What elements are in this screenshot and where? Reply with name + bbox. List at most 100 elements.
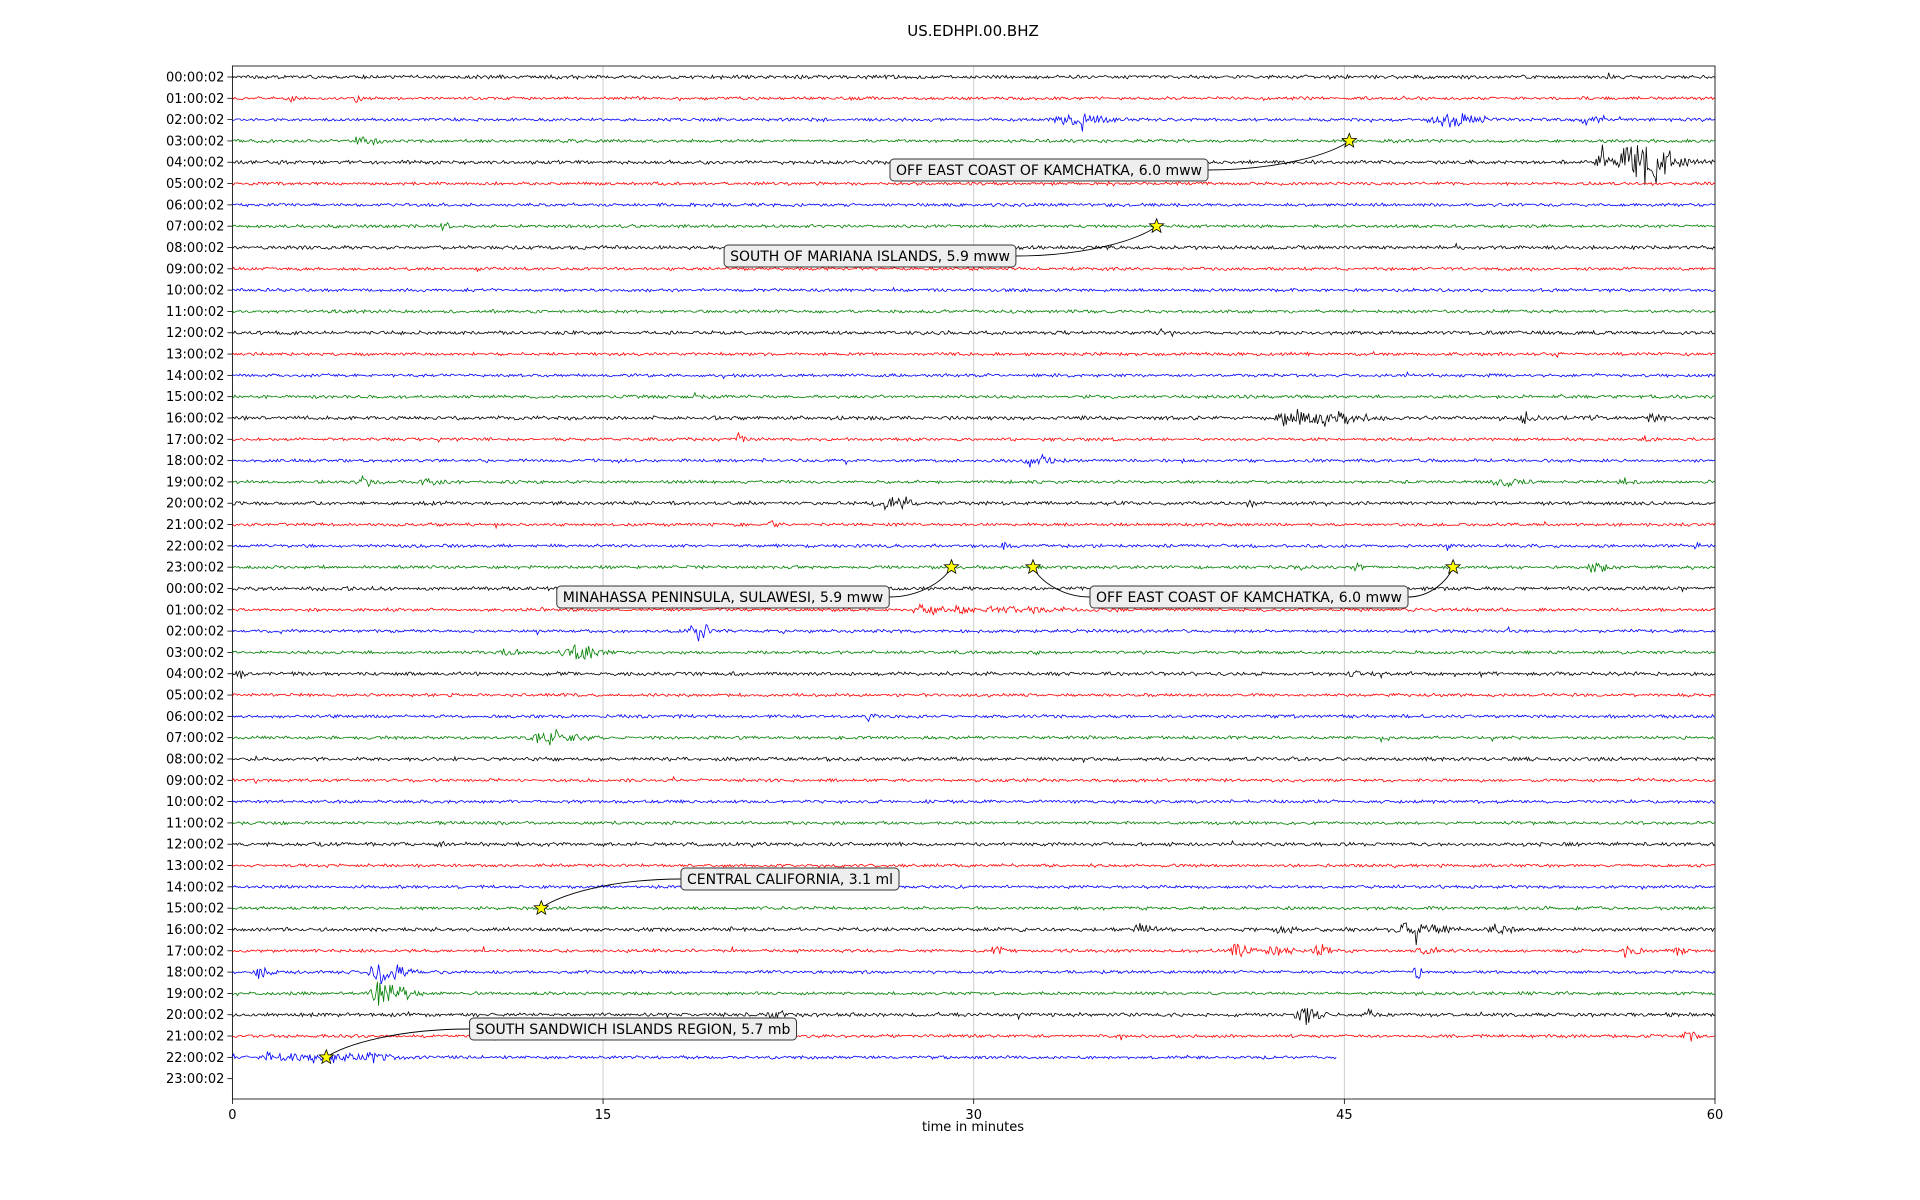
seismogram-trace <box>232 474 1715 488</box>
seismogram-trace <box>232 798 1715 805</box>
y-tick-label: 02:00:02 <box>166 113 224 128</box>
y-tick-label: 02:00:02 <box>166 625 224 640</box>
y-tick-label: 22:00:02 <box>166 539 224 554</box>
event-label: CENTRAL CALIFORNIA, 3.1 ml <box>687 872 893 888</box>
event-label: MINAHASSA PENINSULA, SULAWESI, 5.9 mww <box>563 590 883 606</box>
y-tick-label: 05:00:02 <box>166 689 224 704</box>
seismogram-trace <box>232 884 1716 891</box>
y-tick-label: 03:00:02 <box>166 134 224 149</box>
y-tick-label: 12:00:02 <box>166 838 224 853</box>
seismogram-trace <box>232 94 1715 104</box>
seismogram-trace <box>232 72 1716 81</box>
event-star-icon <box>1341 132 1358 148</box>
seismogram-trace <box>232 496 1716 511</box>
gridlines <box>231 65 1716 1100</box>
seismogram-trace <box>232 408 1716 427</box>
y-tick-label: 05:00:02 <box>166 177 224 192</box>
seismogram-trace <box>232 692 1716 698</box>
event-label-box <box>469 1017 798 1041</box>
y-tick-label: 03:00:02 <box>166 646 224 661</box>
plot-title: US.EDHPI.00.BHZ <box>907 22 1039 40</box>
y-tick-label: 07:00:02 <box>166 220 224 235</box>
seismogram-trace <box>232 221 1716 232</box>
y-tick-label: 14:00:02 <box>166 880 224 895</box>
event-label: SOUTH OF MARIANA ISLANDS, 5.9 mww <box>730 249 1010 265</box>
seismogram-trace <box>232 670 1715 680</box>
seismogram-trace <box>232 136 1716 146</box>
y-tick-label: 20:00:02 <box>166 1008 224 1023</box>
y-tick-label: 08:00:02 <box>166 752 224 767</box>
y-tick-label: 17:00:02 <box>166 944 224 959</box>
y-tick-label: 16:00:02 <box>166 411 224 426</box>
y-tick-label: 18:00:02 <box>166 454 224 469</box>
x-tick-label: 60 <box>1707 1108 1724 1123</box>
seismogram-trace <box>232 981 1715 1006</box>
seismogram-trace <box>232 327 1715 338</box>
y-tick-label: 15:00:02 <box>166 390 224 405</box>
x-axis-label: time in minutes <box>922 1120 1024 1135</box>
seismogram-trace <box>232 905 1716 911</box>
y-tick-label: 21:00:02 <box>166 1030 224 1045</box>
y-tick-label: 06:00:02 <box>166 198 224 213</box>
y-tick-label: 13:00:02 <box>166 348 224 363</box>
event-star-icon <box>1444 558 1462 575</box>
event-connector-line <box>540 878 681 909</box>
seismogram-trace <box>232 755 1716 764</box>
seismogram-trace <box>232 943 1716 958</box>
seismogram-trace <box>232 431 1716 443</box>
seismogram-trace <box>232 286 1716 293</box>
x-axis: 0 15 30 45 60 <box>228 1099 1723 1123</box>
y-tick-label: 12:00:02 <box>166 326 224 341</box>
seismogram-trace <box>232 713 1716 723</box>
seismogram-trace <box>232 371 1716 380</box>
seismogram-trace <box>232 453 1716 468</box>
event-label-box <box>1089 585 1409 609</box>
y-tick-label: 10:00:02 <box>166 795 224 810</box>
y-tick-label: 04:00:02 <box>166 156 224 171</box>
event-connector-line <box>1408 567 1454 598</box>
event-connector-line <box>1015 225 1157 257</box>
seismogram-trace <box>232 862 1715 869</box>
event-star-icon <box>943 558 960 575</box>
seismogram-trace <box>232 350 1715 359</box>
seismogram-trace <box>232 643 1716 661</box>
y-tick-label: 01:00:02 <box>166 92 224 107</box>
seismogram-trace <box>232 585 1715 593</box>
seismogram-trace <box>232 112 1716 132</box>
seismogram-trace <box>232 623 1716 642</box>
y-tick-label: 15:00:02 <box>166 902 224 917</box>
y-tick-label: 06:00:02 <box>166 710 224 725</box>
y-tick-label: 17:00:02 <box>166 433 224 448</box>
seismogram-trace <box>232 922 1715 946</box>
event-connector-line <box>326 1028 470 1058</box>
y-tick-label: 22:00:02 <box>166 1051 224 1066</box>
seismogram-trace <box>232 1008 1715 1026</box>
seismogram-trace <box>232 728 1715 746</box>
y-tick-label: 04:00:02 <box>166 667 224 682</box>
y-tick-label: 19:00:02 <box>166 987 224 1002</box>
y-tick-label: 08:00:02 <box>166 241 224 256</box>
y-tick-label: 13:00:02 <box>166 859 224 874</box>
y-tick-label: 18:00:02 <box>166 966 224 981</box>
seismogram-trace <box>232 202 1716 208</box>
seismogram-trace <box>232 820 1715 826</box>
y-tick-label: 07:00:02 <box>166 731 224 746</box>
y-tick-label: 20:00:02 <box>166 497 224 512</box>
x-tick-label: 30 <box>965 1108 982 1123</box>
seismogram-trace <box>232 520 1716 530</box>
event-label: OFF EAST COAST OF KAMCHATKA, 6.0 mww <box>1096 590 1402 606</box>
x-tick-label: 15 <box>595 1108 612 1123</box>
x-tick-label: 0 <box>228 1108 236 1123</box>
y-tick-label: 19:00:02 <box>166 475 224 490</box>
event-label: OFF EAST COAST OF KAMCHATKA, 6.0 mww <box>896 163 1202 179</box>
event-label: SOUTH SANDWICH ISLANDS REGION, 5.7 mb <box>476 1022 791 1038</box>
event-label-box <box>556 585 890 609</box>
y-tick-label: 00:00:02 <box>166 71 224 86</box>
y-tick-label: 01:00:02 <box>166 603 224 618</box>
event-connector-line <box>889 566 952 598</box>
y-tick-label: 14:00:02 <box>166 369 224 384</box>
seismogram-trace <box>232 1051 1337 1064</box>
event-star-icon <box>1148 217 1165 234</box>
